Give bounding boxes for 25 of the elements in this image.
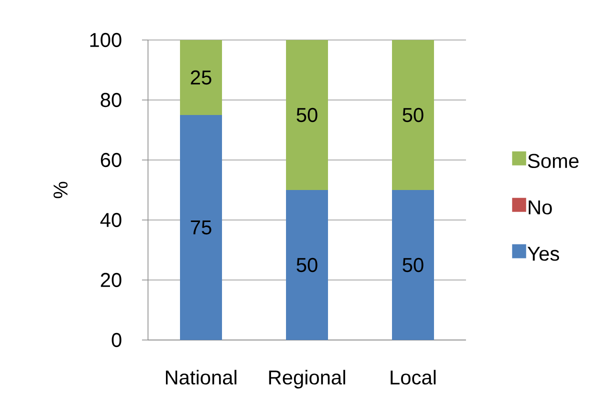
data-label: 25 [190, 70, 212, 85]
y-tick-label: 40 [100, 212, 122, 228]
bar [392, 190, 434, 340]
y-tick-label: 0 [112, 332, 122, 348]
y-tick-label: 60 [100, 152, 122, 168]
bar [286, 40, 328, 190]
bar [286, 190, 328, 340]
data-label: 50 [296, 108, 318, 122]
x-tick-label: Local [390, 370, 436, 385]
bar [392, 40, 434, 190]
legend-label: Some [528, 154, 578, 168]
data-label: 50 [402, 258, 424, 272]
data-label: 50 [296, 258, 318, 272]
data-label: 75 [190, 220, 212, 234]
x-tick-label: National [166, 370, 236, 385]
x-tick-label: Regional [269, 370, 346, 389]
y-tick-label: 20 [100, 272, 122, 288]
bar [180, 40, 222, 115]
bar [180, 114, 222, 340]
y-tick-label: 80 [100, 92, 122, 108]
legend-label: Yes [528, 246, 560, 261]
y-tick-label: 100 [90, 32, 122, 48]
y-axis-title: % [54, 182, 68, 198]
legend-label: No [528, 200, 552, 214]
data-label: 50 [402, 108, 424, 122]
